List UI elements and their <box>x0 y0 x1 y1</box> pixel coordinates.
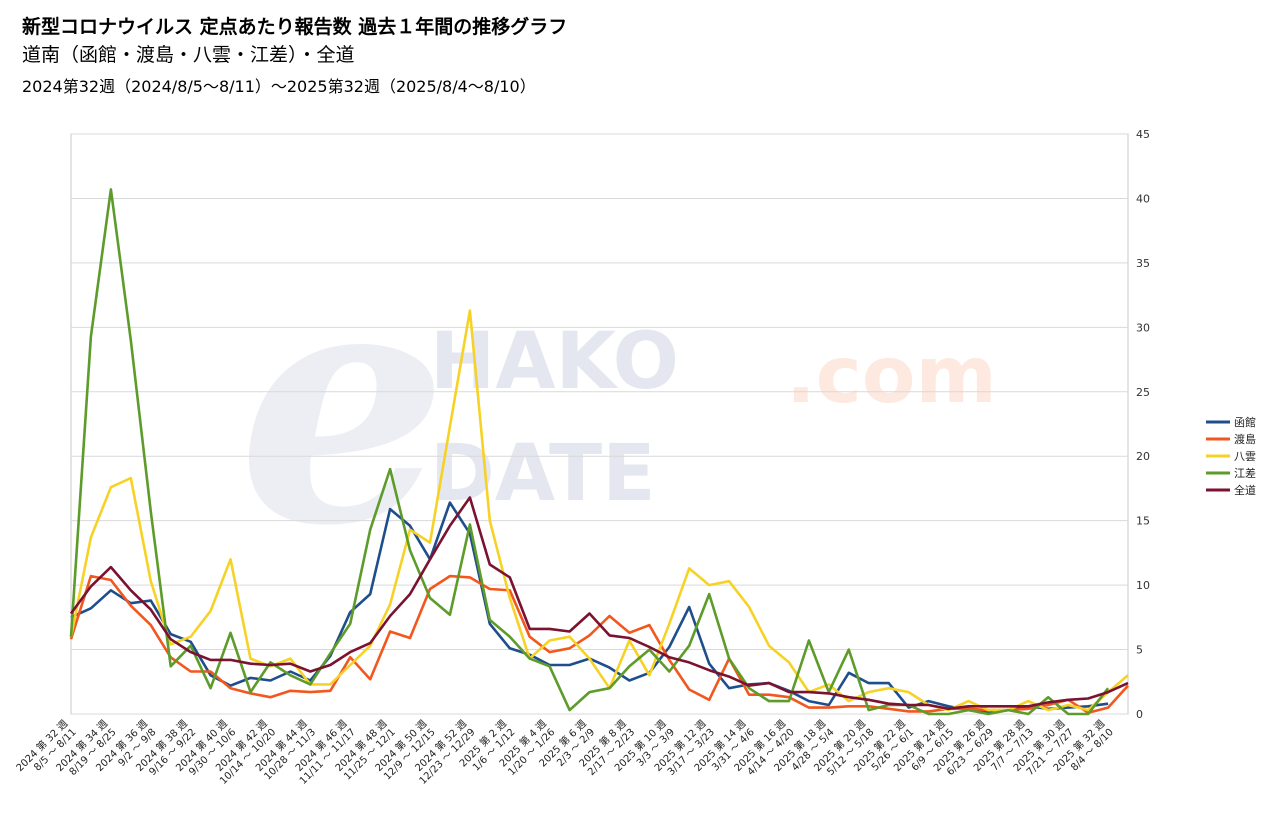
y-tick-label: 30 <box>1136 321 1150 334</box>
y-tick-label: 0 <box>1136 708 1143 721</box>
y-tick-label: 35 <box>1136 257 1150 270</box>
watermark-e: e <box>238 210 448 598</box>
watermark-logo: e HAKO .com DATE <box>238 210 997 598</box>
y-tick-label: 10 <box>1136 579 1150 592</box>
y-tick-label: 45 <box>1136 128 1150 141</box>
legend-label: 江差 <box>1234 466 1256 480</box>
y-tick-label: 15 <box>1136 515 1150 528</box>
y-tick-label: 20 <box>1136 450 1150 463</box>
series-line-1 <box>69 574 1129 715</box>
y-tick-label: 5 <box>1136 644 1143 657</box>
chart-period: 2024第32週（2024/8/5～8/11）～2025第32週（2025/8/… <box>22 77 536 96</box>
y-axis-ticks: 0 5 10 15 20 25 30 35 40 45 <box>1136 128 1150 721</box>
series-line-3 <box>69 188 1110 716</box>
legend-label: 渡島 <box>1234 432 1256 446</box>
watermark-com: .com <box>786 331 997 421</box>
legend-label: 函館 <box>1234 415 1256 429</box>
y-tick-label: 40 <box>1136 192 1150 205</box>
series-lines <box>69 188 1129 716</box>
watermark-date: DATE <box>430 429 656 519</box>
series-line-0 <box>70 501 1109 715</box>
legend-label: 全道 <box>1234 483 1256 497</box>
chart-title: 新型コロナウイルス 定点あたり報告数 過去１年間の推移グラフ <box>22 16 568 38</box>
chart-subtitle: 道南（函館・渡島・八雲・江差）・全道 <box>22 44 355 66</box>
y-tick-label: 25 <box>1136 386 1150 399</box>
gridlines <box>71 133 1128 715</box>
series-line-4 <box>69 496 1129 711</box>
legend-label: 八雲 <box>1234 450 1256 463</box>
